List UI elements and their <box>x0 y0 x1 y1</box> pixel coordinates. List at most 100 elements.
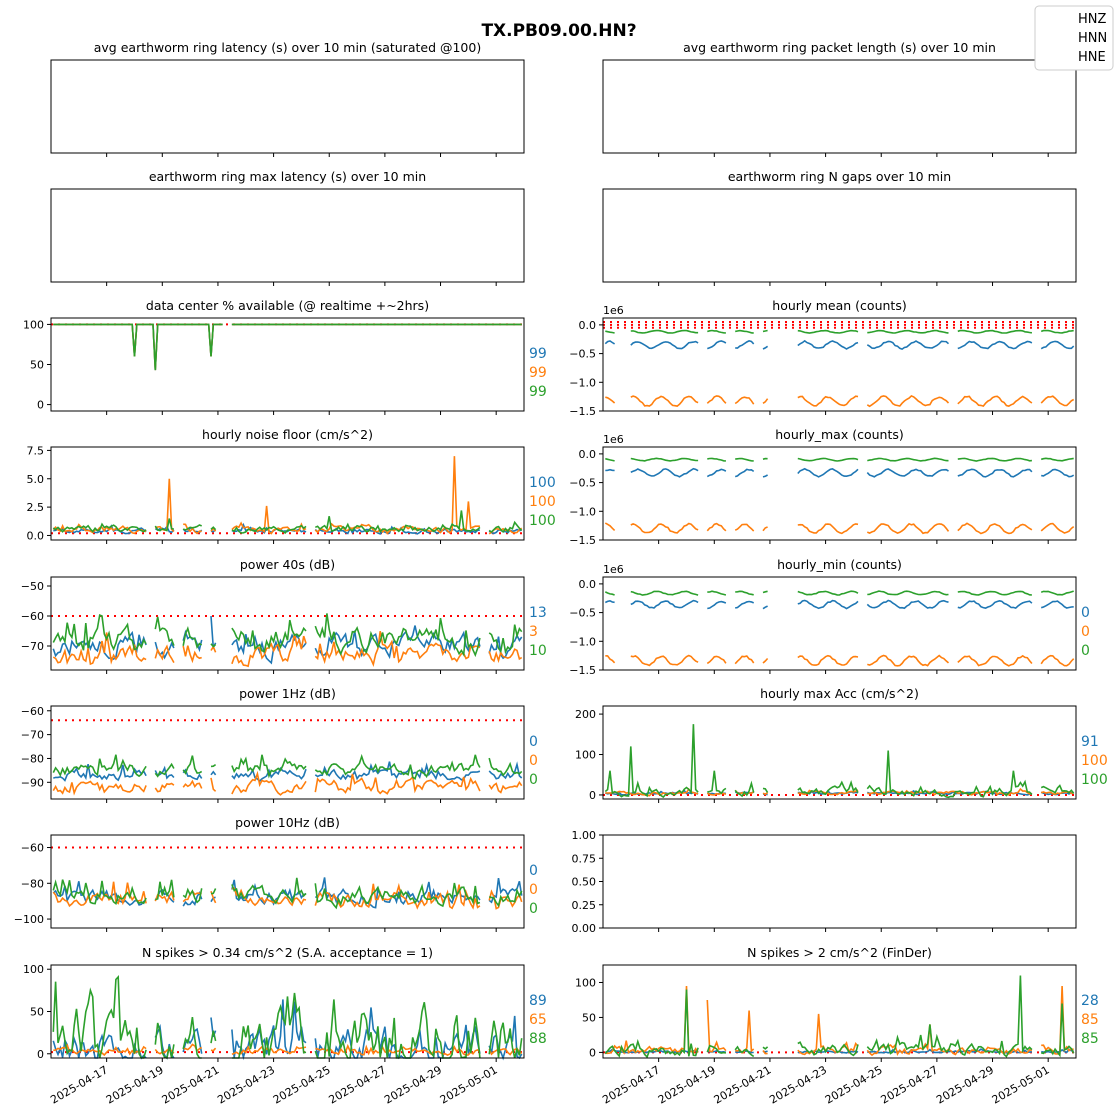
x-tick-label: 2025-04-19 <box>656 1063 718 1106</box>
panel-latency_avg: avg earthworm ring latency (s) over 10 m… <box>50 40 525 157</box>
y-tick-label: −0.5 <box>569 607 596 620</box>
axes-frame <box>602 705 1077 800</box>
pct-label-undefined2: 99 <box>529 384 547 400</box>
y-tick-label: −80 <box>21 752 44 765</box>
pct-label-undefined1: 99 <box>529 365 547 381</box>
y-tick-label: 0.0 <box>27 529 45 542</box>
y-tick-label: 50 <box>30 359 44 372</box>
x-tick-label: 2025-05-01 <box>990 1063 1052 1106</box>
pct-label-undefined0: 28 <box>1081 993 1099 1009</box>
x-tick-label: 2025-04-23 <box>767 1063 829 1106</box>
x-tick-label: 2025-04-29 <box>382 1063 444 1106</box>
y-tick-label: 0.25 <box>572 899 597 912</box>
series-line-hnz <box>53 761 523 783</box>
panel-title-max_acc: hourly max Acc (cm/s^2) <box>760 686 919 701</box>
panel-title-power_40s: power 40s (dB) <box>240 557 335 572</box>
panel-title-n_gaps: earthworm ring N gaps over 10 min <box>728 169 951 184</box>
pct-label-undefined2: 100 <box>529 513 556 529</box>
series-line-hne <box>52 753 523 780</box>
panel-max_acc: hourly max Acc (cm/s^2) 0 100 200 91 100 100 <box>575 686 1108 803</box>
panel-title-latency_avg: avg earthworm ring latency (s) over 10 m… <box>94 40 481 55</box>
pct-label-undefined0: 100 <box>529 475 556 491</box>
legend-entry-hnz: HNZ <box>1078 12 1107 27</box>
panel-title-hourly_mean: hourly mean (counts) <box>772 298 906 313</box>
axes-frame <box>50 188 525 283</box>
panel-availability: data center % available (@ realtime +~2h… <box>23 298 547 415</box>
panel-title-spikes_sa: N spikes > 0.34 cm/s^2 (S.A. acceptance … <box>142 945 433 960</box>
panel-title-packet_len: avg earthworm ring packet length (s) ove… <box>683 40 996 55</box>
pct-label-undefined0: 0 <box>529 734 538 750</box>
panel-noise_floor: hourly noise floor (cm/s^2) 0.0 2.5 5.0 7.5 1… <box>27 427 556 544</box>
y-tick-label: −90 <box>21 776 44 789</box>
y-tick-label: −0.5 <box>569 348 596 361</box>
x-tick-label: 2025-04-19 <box>104 1063 166 1106</box>
pct-label-undefined2: 0 <box>529 901 538 917</box>
series-line-hnn <box>52 456 523 535</box>
panel-title-power_10hz: power 10Hz (dB) <box>235 815 340 830</box>
x-tick-label: 2025-04-21 <box>712 1063 774 1106</box>
pct-label-undefined2: 0 <box>529 772 538 788</box>
panel-power_40s: power 40s (dB) −50 −60 −70 13 3 10 <box>21 557 547 674</box>
axes-frame <box>50 446 525 541</box>
panel-power_1hz: power 1Hz (dB) −60 −70 −80 −90 0 0 0 <box>21 686 538 803</box>
panel-spikes_sa: N spikes > 0.34 cm/s^2 (S.A. acceptance … <box>23 945 547 1107</box>
pct-label-undefined2: 0 <box>1081 643 1090 659</box>
y-tick-label: 50 <box>582 1011 596 1024</box>
x-tick-label: 2025-04-17 <box>48 1063 110 1106</box>
series-line-hne <box>604 590 1074 596</box>
series-line-hne <box>53 323 522 371</box>
y-tick-label: 0 <box>37 399 44 412</box>
series-line-hnz <box>605 467 1075 478</box>
axes-frame <box>602 446 1077 541</box>
panel-title-hourly_max: hourly_max (counts) <box>775 427 904 442</box>
y-tick-label: 0.50 <box>572 876 597 889</box>
pct-label-undefined1: 0 <box>529 753 538 769</box>
axes-frame <box>602 59 1077 154</box>
series-line-hne <box>52 975 523 1060</box>
pct-label-undefined0: 99 <box>529 346 547 362</box>
series-line-hnz <box>53 323 522 371</box>
x-tick-label: 2025-04-29 <box>934 1063 996 1106</box>
panel-title-power_1hz: power 1Hz (dB) <box>239 686 336 701</box>
axes-frame <box>50 59 525 154</box>
y-offset-label: 1e6 <box>603 304 624 317</box>
panel-packet_len: avg earthworm ring packet length (s) ove… <box>602 40 1077 157</box>
pct-label-undefined1: 100 <box>529 494 556 510</box>
panel-hourly_max: hourly_max (counts) 0.0 −0.5 −1.0 −1.5 1e6 <box>569 427 1077 547</box>
panel-hourly_min: hourly_min (counts) 0.0 −0.5 −1.0 −1.5 1e6 0 0 0 <box>569 557 1090 677</box>
x-tick-label: 2025-04-27 <box>879 1063 941 1106</box>
pct-label-undefined1: 0 <box>1081 624 1090 640</box>
pct-label-undefined2: 10 <box>529 643 547 659</box>
panel-title-spikes_finder: N spikes > 2 cm/s^2 (FinDer) <box>747 945 932 960</box>
y-tick-label: 0 <box>589 789 596 802</box>
series-line-hne <box>605 329 1074 334</box>
y-tick-label: −1.5 <box>569 534 596 547</box>
pct-label-undefined0: 89 <box>529 993 547 1009</box>
pct-label-undefined2: 100 <box>1081 772 1108 788</box>
legend-entry-hnn: HNN <box>1078 31 1107 46</box>
x-tick-label: 2025-05-01 <box>438 1063 500 1106</box>
x-tick-label: 2025-04-17 <box>600 1063 662 1106</box>
panel-title-hourly_min: hourly_min (counts) <box>777 557 902 572</box>
pct-label-undefined1: 65 <box>529 1012 547 1028</box>
y-tick-label: −60 <box>21 610 44 623</box>
y-tick-label: 200 <box>575 708 596 721</box>
y-tick-label: 2.5 <box>27 501 45 514</box>
series-line-hnn <box>53 323 522 371</box>
figure-title: TX.PB09.00.HN? <box>481 21 636 41</box>
panel-empty_panel: 0.00 0.25 0.50 0.75 1.00 <box>572 829 1077 935</box>
axes-frame <box>602 834 1077 929</box>
y-tick-label: −1.0 <box>569 505 596 518</box>
pct-label-undefined0: 13 <box>529 605 547 621</box>
y-tick-label: −1.5 <box>569 405 596 418</box>
x-tick-label: 2025-04-25 <box>271 1063 333 1106</box>
series-line-hnn <box>605 787 1075 797</box>
pct-label-undefined2: 88 <box>529 1031 547 1047</box>
panel-title-latency_max: earthworm ring max latency (s) over 10 m… <box>149 169 426 184</box>
axes-frame <box>50 576 525 671</box>
y-tick-label: 100 <box>575 749 596 762</box>
pct-label-undefined1: 0 <box>529 882 538 898</box>
series-line-hnz <box>604 599 1074 610</box>
y-tick-label: 0 <box>37 1048 44 1061</box>
